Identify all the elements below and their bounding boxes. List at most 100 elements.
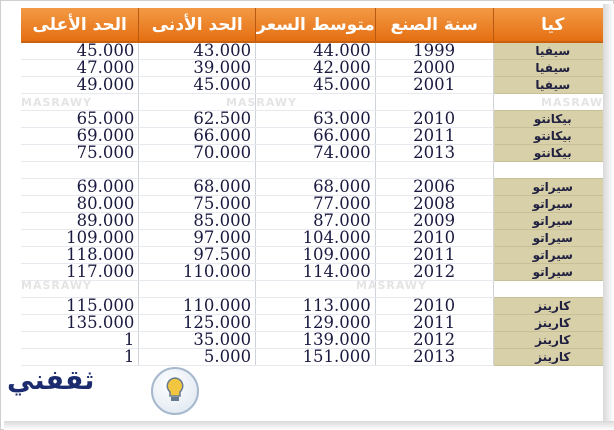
table-row: 45.000 43.000 44.000 1999 سيفيا (21, 42, 613, 60)
model-cell: سيفيا (493, 42, 613, 60)
year-cell: 2011 (375, 314, 494, 332)
avg-price-cell: 45.000 (255, 76, 376, 94)
year-cell: 2013 (375, 348, 494, 366)
min-price-cell: 125.000 (138, 314, 257, 332)
avg-price-cell (255, 161, 376, 179)
model-cell (493, 161, 613, 179)
table-row (21, 161, 613, 179)
min-price-cell: 110.000 (138, 297, 257, 315)
table-row: 69.000 66.000 66.000 2011 بيكانتو (21, 127, 613, 145)
year-cell: 2010 (375, 297, 494, 315)
header-min-price: الحد الأدنى (138, 8, 257, 43)
table-row: 49.000 45.000 45.000 2001 سيفيا (21, 76, 613, 94)
year-cell (375, 280, 494, 298)
model-cell: سيراتو (493, 229, 613, 247)
watermark: MASRAWY (226, 96, 297, 109)
min-price-cell: 110.000 (138, 263, 257, 281)
year-cell: 1999 (375, 42, 494, 60)
min-price-cell: 5.000 (138, 348, 257, 366)
lightbulb-icon (151, 367, 199, 415)
model-cell: بيكانتو (493, 144, 613, 162)
model-cell (493, 280, 613, 298)
table-row: 117.000 110.000 114.000 2012 سيراتو (21, 263, 613, 281)
model-cell: بيكانتو (493, 110, 613, 128)
avg-price-cell: 139.000 (255, 331, 376, 349)
avg-price-cell: 129.000 (255, 314, 376, 332)
max-price-cell (21, 280, 140, 298)
year-cell: 2011 (375, 246, 494, 264)
site-logo: ثقفني (7, 365, 95, 396)
min-price-cell: 75.000 (138, 195, 257, 213)
table-row: 135.000 125.000 129.000 2011 كارينز (21, 314, 613, 332)
min-price-cell (138, 93, 257, 111)
year-cell (375, 161, 494, 179)
min-price-cell: 35.000 (138, 331, 257, 349)
avg-price-cell: 68.000 (255, 178, 376, 196)
watermark: MASRAWY (541, 96, 612, 109)
min-price-cell: 45.000 (138, 76, 257, 94)
table-row: 75.000 70.000 74.000 2013 بيكانتو (21, 144, 613, 162)
model-cell: كارينز (493, 297, 613, 315)
avg-price-cell: 104.000 (255, 229, 376, 247)
table-row: 115.000 110.000 113.000 2010 كارينز (21, 297, 613, 315)
year-cell: 2012 (375, 263, 494, 281)
min-price-cell: 97.500 (138, 246, 257, 264)
table-row: 89.000 85.000 87.000 2009 سيراتو (21, 212, 613, 230)
avg-price-cell: 42.000 (255, 59, 376, 77)
year-cell: 2006 (375, 178, 494, 196)
watermark: MASRAWY (21, 96, 92, 109)
table-row (21, 280, 613, 298)
max-price-cell: 69.000 (21, 127, 140, 145)
max-price-cell: 115.000 (21, 297, 140, 315)
header-row: الحد الأعلى الحد الأدنى متوسط السعر سنة … (21, 8, 613, 43)
max-price-cell: 118.000 (21, 246, 140, 264)
header-year: سنة الصنع (375, 8, 494, 43)
frame-shadow (603, 4, 614, 430)
avg-price-cell: 74.000 (255, 144, 376, 162)
min-price-cell (138, 280, 257, 298)
model-cell: كارينز (493, 314, 613, 332)
model-cell: سيراتو (493, 195, 613, 213)
avg-price-cell: 109.000 (255, 246, 376, 264)
max-price-cell: 69.000 (21, 178, 140, 196)
max-price-cell (21, 93, 140, 111)
min-price-cell: 68.000 (138, 178, 257, 196)
min-price-cell: 70.000 (138, 144, 257, 162)
watermark: MASRAWY (21, 279, 92, 292)
model-cell: سيراتو (493, 263, 613, 281)
table-row: 118.000 97.500 109.000 2011 سيراتو (21, 246, 613, 264)
table-row: 109.000 97.000 104.000 2010 سيراتو (21, 229, 613, 247)
avg-price-cell: 77.000 (255, 195, 376, 213)
avg-price-cell: 63.000 (255, 110, 376, 128)
max-price-cell: 75.000 (21, 144, 140, 162)
table-row: 1 5.000 151.000 2013 كارينز (21, 348, 613, 366)
year-cell: 2010 (375, 229, 494, 247)
year-cell: 2008 (375, 195, 494, 213)
max-price-cell: 49.000 (21, 76, 140, 94)
model-cell: سيفيا (493, 59, 613, 77)
table-row (21, 93, 613, 111)
table-body: 45.000 43.000 44.000 1999 سيفيا 47.000 39.000 4… (21, 42, 613, 366)
max-price-cell: 1 (21, 348, 140, 366)
min-price-cell: 43.000 (138, 42, 257, 60)
table-row: 80.000 75.000 77.000 2008 سيراتو (21, 195, 613, 213)
header-max-price: الحد الأعلى (21, 8, 140, 43)
max-price-cell: 135.000 (21, 314, 140, 332)
year-cell: 2010 (375, 110, 494, 128)
min-price-cell: 85.000 (138, 212, 257, 230)
table-row: 65.000 62.500 63.000 2010 بيكانتو (21, 110, 613, 128)
frame-shadow (4, 421, 614, 430)
table-row: 69.000 68.000 68.000 2006 سيراتو (21, 178, 613, 196)
price-table: الحد الأعلى الحد الأدنى متوسط السعر سنة … (21, 8, 613, 366)
year-cell: 2011 (375, 127, 494, 145)
max-price-cell: 1 (21, 331, 140, 349)
max-price-cell: 47.000 (21, 59, 140, 77)
year-cell: 2001 (375, 76, 494, 94)
year-cell (375, 93, 494, 111)
model-cell: كارينز (493, 348, 613, 366)
max-price-cell: 80.000 (21, 195, 140, 213)
min-price-cell (138, 161, 257, 179)
max-price-cell: 65.000 (21, 110, 140, 128)
model-cell: بيكانتو (493, 127, 613, 145)
year-cell: 2012 (375, 331, 494, 349)
